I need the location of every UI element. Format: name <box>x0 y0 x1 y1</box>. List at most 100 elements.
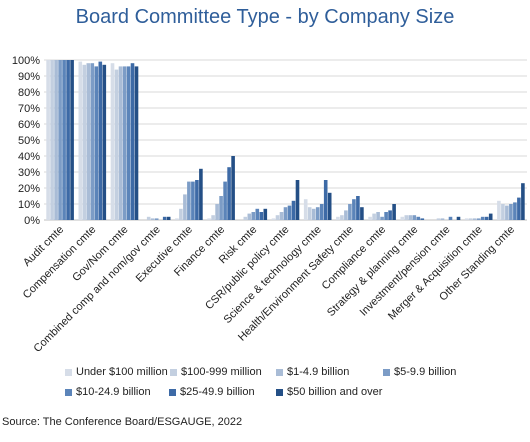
chart-title: Board Committee Type - by Company Size <box>75 6 455 28</box>
x-tick-label: Gov/Nom cmte <box>70 224 130 284</box>
bar <box>86 63 91 221</box>
bar <box>166 216 171 220</box>
bar <box>416 216 421 220</box>
bar <box>501 204 505 220</box>
bar <box>94 66 99 221</box>
bar <box>98 61 103 220</box>
y-tick-label: 0% <box>24 215 40 227</box>
legend-swatch <box>383 368 390 376</box>
legend-item: $100-999 million <box>170 366 276 378</box>
bar <box>211 215 215 220</box>
legend-item: $50 billion and over <box>276 386 382 398</box>
bar <box>315 207 320 220</box>
bar <box>372 213 376 220</box>
bar <box>54 60 58 220</box>
legend-label: Under $100 million <box>76 366 168 378</box>
bar <box>400 216 405 220</box>
bar <box>70 60 74 220</box>
bar <box>82 64 87 220</box>
bar <box>521 183 525 220</box>
bar <box>207 218 211 220</box>
bar <box>448 216 453 220</box>
bar <box>517 197 521 220</box>
y-tick-label: 100% <box>12 55 40 67</box>
y-tick-label: 30% <box>18 167 40 179</box>
bar <box>476 218 481 220</box>
bar <box>275 215 280 220</box>
y-tick-label: 70% <box>18 103 40 115</box>
bar <box>191 181 195 220</box>
y-tick-label: 80% <box>18 87 40 99</box>
bar <box>336 216 340 220</box>
bar <box>344 210 348 220</box>
bar <box>162 216 167 220</box>
bar <box>392 204 396 220</box>
bar <box>420 218 425 220</box>
legend-item: $5-9.9 billion <box>383 366 456 378</box>
legend-item: $1-4.9 billion <box>276 366 383 378</box>
bar <box>259 212 264 220</box>
bar <box>509 204 513 220</box>
legend-item: $25-49.9 billion <box>169 386 276 398</box>
bar <box>90 63 95 221</box>
bar <box>307 207 312 220</box>
bar <box>114 69 119 220</box>
bar <box>384 212 388 220</box>
bar <box>456 216 461 220</box>
bar <box>356 196 360 220</box>
bar <box>134 66 139 221</box>
bar <box>66 60 70 220</box>
x-tick-label: Executive cmte <box>134 224 195 285</box>
bar <box>319 204 324 220</box>
bar <box>388 210 392 220</box>
bar <box>195 180 199 220</box>
bar <box>183 194 187 220</box>
bar <box>468 218 473 220</box>
bar <box>380 216 384 220</box>
bar <box>102 64 107 220</box>
bar <box>231 156 235 220</box>
legend-label: $100-999 million <box>181 366 262 378</box>
legend-swatch <box>169 388 176 396</box>
bar <box>110 63 115 221</box>
bar <box>126 66 131 221</box>
y-tick-label: 10% <box>18 199 40 211</box>
bar <box>287 205 292 220</box>
legend-swatch <box>276 368 283 376</box>
y-tick-label: 60% <box>18 119 40 131</box>
bar <box>505 205 509 220</box>
bar <box>440 218 445 220</box>
legend-swatch <box>65 388 72 396</box>
bar <box>50 60 54 220</box>
bar <box>247 213 252 220</box>
bar <box>219 196 223 220</box>
bar <box>187 181 191 220</box>
bar <box>215 204 219 220</box>
bar <box>271 218 276 220</box>
bar <box>154 218 159 220</box>
source-note: Source: The Conference Board/ESGAUGE, 20… <box>2 416 243 428</box>
legend-label: $5-9.9 billion <box>394 366 457 378</box>
bar <box>472 218 477 220</box>
bar <box>146 216 151 220</box>
legend-item: $10-24.9 billion <box>65 386 169 398</box>
bar <box>484 216 489 220</box>
bar <box>118 66 123 221</box>
bar <box>62 60 66 220</box>
bar <box>348 204 352 220</box>
bar <box>227 167 231 220</box>
bar <box>360 207 364 220</box>
legend-row-1: Under $100 million $100-999 million $1-4… <box>65 366 485 378</box>
bar <box>488 213 493 220</box>
bar <box>279 212 284 220</box>
y-tick-label: 90% <box>18 71 40 83</box>
bar <box>295 180 300 220</box>
bar <box>130 63 135 221</box>
legend-label: $50 billion and over <box>287 386 383 398</box>
bar <box>497 200 501 220</box>
legend-label: $10-24.9 billion <box>76 386 151 398</box>
bar <box>340 215 344 220</box>
bar <box>327 192 332 220</box>
bar <box>150 218 155 220</box>
